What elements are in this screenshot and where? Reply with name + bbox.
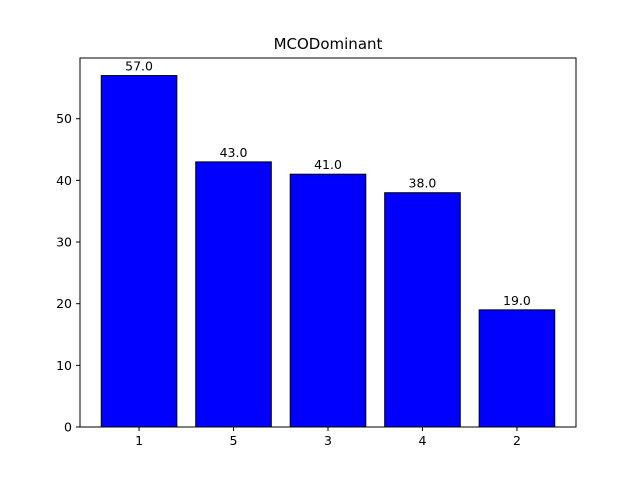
- x-tick-label-1: 1: [135, 433, 143, 448]
- y-tick-label-50: 50: [56, 111, 72, 126]
- plot-frame: [79, 57, 577, 428]
- bar-5: [195, 161, 272, 428]
- y-axis: 0 10 20 30 40 50: [56, 111, 80, 435]
- x-tick-label-2: 2: [513, 433, 521, 448]
- data-label-5: 43.0: [220, 145, 248, 160]
- bar-2: [478, 309, 556, 428]
- data-labels-layer: 57.0 43.0 41.0 38.0 19.0: [125, 59, 531, 308]
- data-label-1: 57.0: [125, 59, 153, 74]
- y-tick-label-0: 0: [64, 420, 72, 435]
- x-tick-label-4: 4: [418, 433, 426, 448]
- y-tick-label-20: 20: [56, 296, 72, 311]
- y-tick-label-30: 30: [56, 235, 72, 250]
- x-tick-label-3: 3: [324, 433, 332, 448]
- data-label-2: 19.0: [503, 293, 531, 308]
- bar-3: [289, 173, 367, 428]
- chart-title: MCODominant: [274, 35, 383, 53]
- x-axis: 1 5 3 4 2: [135, 427, 521, 448]
- data-label-4: 38.0: [409, 176, 437, 191]
- bars-layer: [100, 75, 556, 428]
- y-tick-label-10: 10: [56, 358, 72, 373]
- data-label-3: 41.0: [314, 157, 342, 172]
- x-tick-label-5: 5: [230, 433, 238, 448]
- bar-1: [100, 75, 178, 428]
- bar-4: [384, 192, 461, 428]
- y-tick-label-40: 40: [56, 173, 72, 188]
